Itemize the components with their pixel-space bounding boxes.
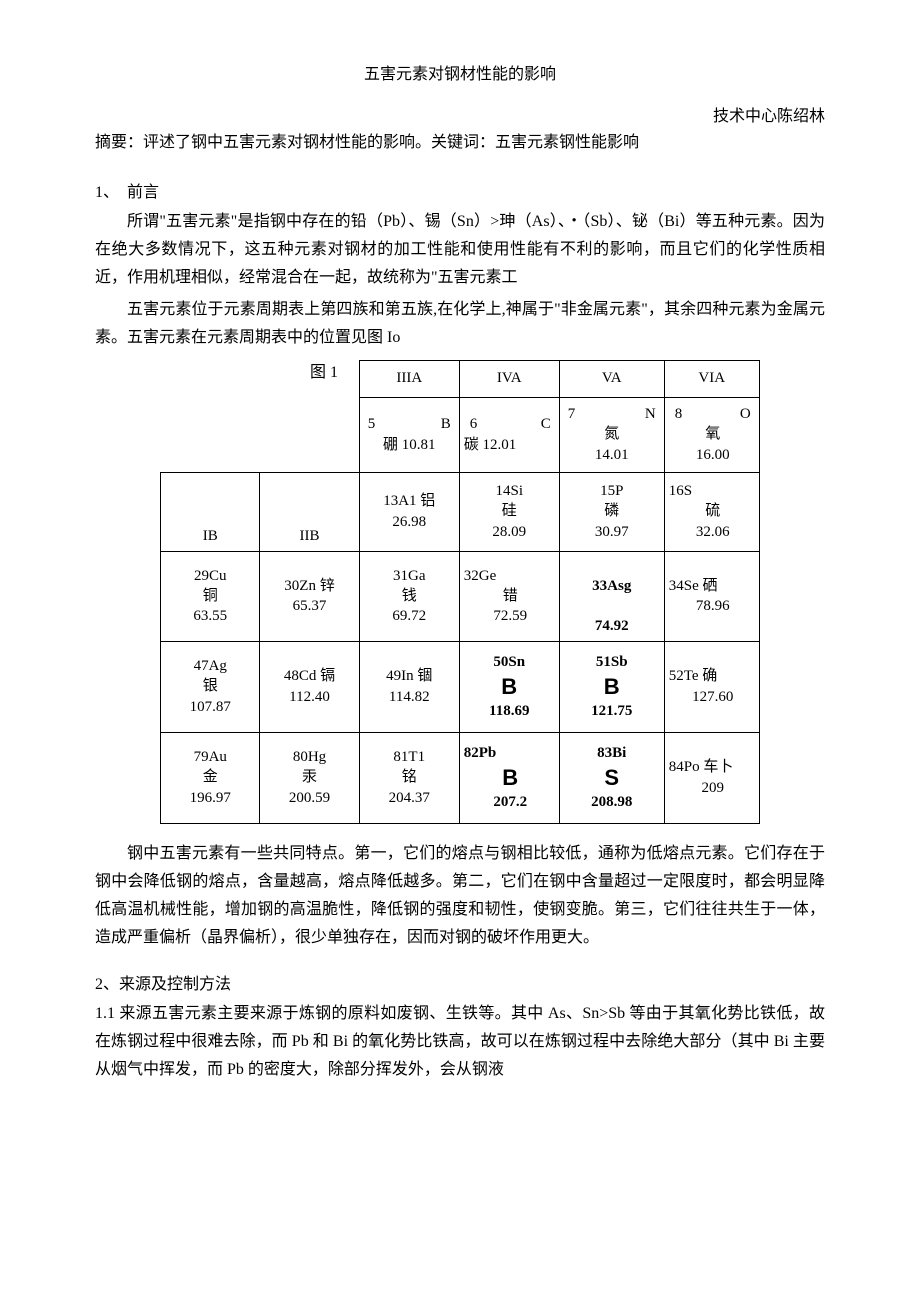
section-2-paragraph-1: 1.1 来源五害元素主要来源于炼钢的原料如废钢、生铁等。其中 As、Sn>Sb … [95, 1000, 825, 1084]
cell-Sn: 50SnB118.69 [459, 641, 559, 732]
cell-N: 7N 氮 14.01 [559, 397, 664, 472]
table-row: IIIA IVA VA VIA [161, 360, 760, 397]
section-1-paragraph-1: 所谓"五害元素"是指钢中存在的铅（Pb）、锡（Sn）>珅（As）、・（Sb）、铋… [95, 208, 825, 292]
cell-Ge: 32Ge错72.59 [459, 551, 559, 641]
cell-In: 49In 锢114.82 [359, 641, 459, 732]
cell-C: 6C 碳 12.01 [459, 397, 559, 472]
table-row: 47Ag银107.87 48Cd 镉112.40 49In 锢114.82 50… [161, 641, 760, 732]
cell-Al: 13A1 铝26.98 [359, 472, 459, 551]
cell-Se: 34Se 硒78.96 [664, 551, 759, 641]
cell-Pb: 82PbB207.2 [459, 732, 559, 823]
section-1-paragraph-2: 五害元素位于元素周期表上第四族和第五族,在化学上,神属于"非金属元素"，其余四种… [95, 296, 825, 352]
cell-Te: 52Te 确127.60 [664, 641, 759, 732]
cell-Sb: 51SbB121.75 [559, 641, 664, 732]
cell-O: 8O 氧 16.00 [664, 397, 759, 472]
cell-S: 16S硫32.06 [664, 472, 759, 551]
page-title: 五害元素对钢材性能的影响 [95, 60, 825, 84]
cell-Tl: 81T1铭204.37 [359, 732, 459, 823]
section-1-heading: 1、 前言 [95, 178, 825, 202]
periodic-table-wrapper: IIIA IVA VA VIA 5B 硼 10.81 6C 碳 12.01 7N [95, 360, 825, 824]
table-row: 79Au金196.97 80Hg汞200.59 81T1铭204.37 82Pb… [161, 732, 760, 823]
table-row: IB IIB 13A1 铝26.98 14Si硅28.09 15P磷30.97 … [161, 472, 760, 551]
cell-Zn: 30Zn 锌65.37 [260, 551, 360, 641]
cell-Ga: 31Ga钱69.72 [359, 551, 459, 641]
abstract: 摘要：评述了钢中五害元素对钢材性能的影响。关键词：五害元素钢性能影响 [95, 130, 825, 156]
cell-Cu: 29Cu铜63.55 [161, 551, 260, 641]
table-row: 5B 硼 10.81 6C 碳 12.01 7N 氮 14.01 8O 氧 16… [161, 397, 760, 472]
cell-Po: 84Po 车卜209 [664, 732, 759, 823]
cell-As: 33Asg 74.92 [559, 551, 664, 641]
col-header-iiia: IIIA [359, 360, 459, 397]
periodic-table: IIIA IVA VA VIA 5B 硼 10.81 6C 碳 12.01 7N [160, 360, 760, 824]
cell-Au: 79Au金196.97 [161, 732, 260, 823]
col-header-iva: IVA [459, 360, 559, 397]
cell-Hg: 80Hg汞200.59 [260, 732, 360, 823]
document-page: 五害元素对钢材性能的影响 技术中心陈绍林 摘要：评述了钢中五害元素对钢材性能的影… [0, 0, 920, 1128]
col-header-ib: IB [161, 472, 260, 551]
after-table-paragraph: 钢中五害元素有一些共同特点。第一，它们的熔点与钢相比较低，通称为低熔点元素。它们… [95, 840, 825, 952]
cell-Si: 14Si硅28.09 [459, 472, 559, 551]
col-header-via: VIA [664, 360, 759, 397]
col-header-iib: IIB [260, 472, 360, 551]
cell-Ag: 47Ag银107.87 [161, 641, 260, 732]
cell-P: 15P磷30.97 [559, 472, 664, 551]
cell-B: 5B 硼 10.81 [359, 397, 459, 472]
cell-Bi: 83BiS208.98 [559, 732, 664, 823]
col-header-va: VA [559, 360, 664, 397]
cell-Cd: 48Cd 镉112.40 [260, 641, 360, 732]
section-2-heading: 2、来源及控制方法 [95, 970, 825, 994]
table-row: 29Cu铜63.55 30Zn 锌65.37 31Ga钱69.72 32Ge错7… [161, 551, 760, 641]
author-line: 技术中心陈绍林 [95, 102, 825, 126]
